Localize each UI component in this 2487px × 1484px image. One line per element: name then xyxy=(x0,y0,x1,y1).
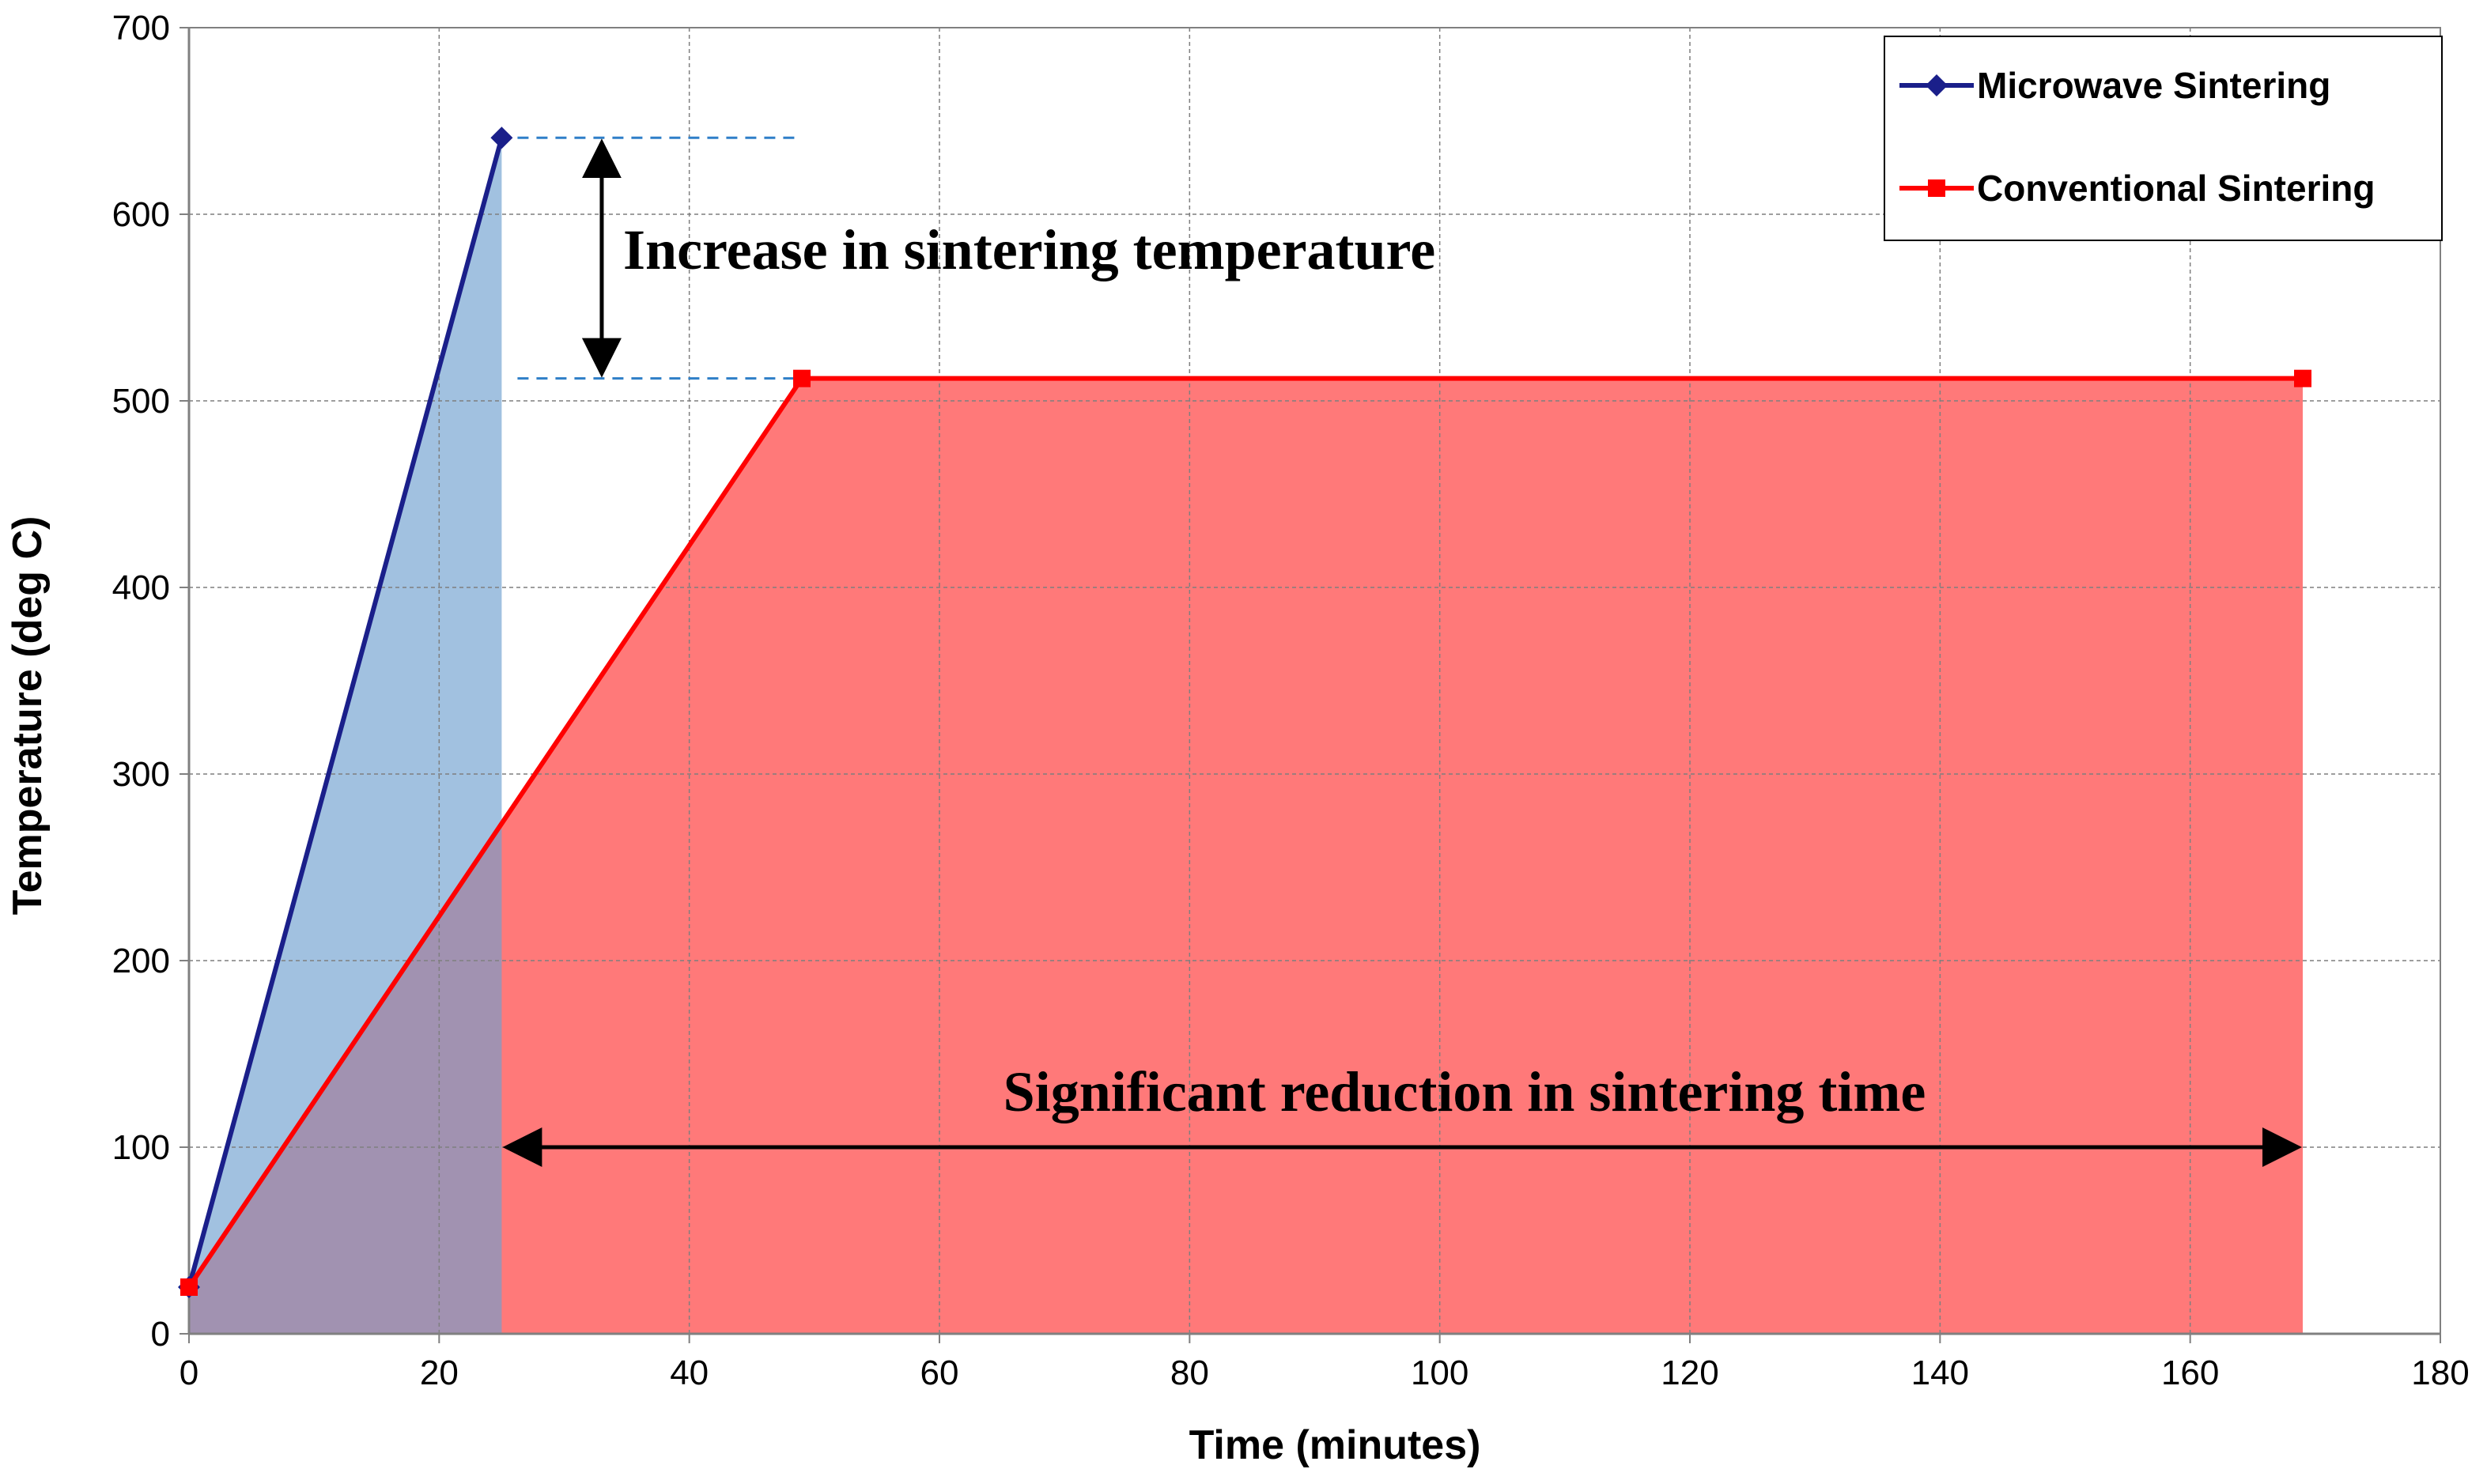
y-tick-label-600: 600 xyxy=(112,195,170,234)
y-tick-label-200: 200 xyxy=(112,942,170,980)
y-tick-label-400: 400 xyxy=(112,568,170,607)
series-fills xyxy=(189,138,2304,1335)
y-tick-label-0: 0 xyxy=(151,1315,170,1354)
legend-box xyxy=(1884,36,2443,241)
x-tick-label-20: 20 xyxy=(420,1354,459,1392)
x-tick-label-60: 60 xyxy=(920,1354,959,1392)
series-line-0 xyxy=(187,137,505,1288)
legend-marker-conventional xyxy=(1928,179,1945,197)
axes xyxy=(180,27,2441,1343)
x-axis-title: Time (minutes) xyxy=(1189,1422,1481,1468)
x-tick-label-40: 40 xyxy=(670,1354,709,1392)
series-1-point-0 xyxy=(180,1278,198,1296)
area-fill-0 xyxy=(189,138,502,1335)
y-tick-label-700: 700 xyxy=(112,9,170,47)
x-tick-label-0: 0 xyxy=(180,1354,198,1392)
legend-label-microwave: Microwave Sintering xyxy=(1977,65,2330,106)
y-tick-label-300: 300 xyxy=(112,755,170,794)
series-0-point-1 xyxy=(490,126,513,149)
annotations: Increase in sintering temperature Signifi… xyxy=(502,138,2303,1167)
time-reduction-label: Significant reduction in sintering time xyxy=(1003,1060,1926,1123)
y-tick-label-100: 100 xyxy=(112,1128,170,1167)
reference-lines xyxy=(517,136,803,380)
legend-label-conventional: Conventional Sintering xyxy=(1977,168,2375,209)
x-tick-label-160: 160 xyxy=(2161,1354,2219,1392)
area-fill-1 xyxy=(189,378,2304,1335)
x-tick-label-180: 180 xyxy=(2411,1354,2469,1392)
y-axis-title: Temperature (deg C) xyxy=(5,516,51,916)
series-1-point-1 xyxy=(793,369,811,387)
y-tick-label-500: 500 xyxy=(112,382,170,421)
series-1-point-2 xyxy=(2294,369,2312,387)
x-tick-label-120: 120 xyxy=(1661,1354,1718,1392)
temperature-increase-label: Increase in sintering temperature xyxy=(623,218,1435,281)
y-tick-labels: 0 100 200 300 400 500 600 700 xyxy=(112,9,170,1354)
legend: Microwave Sintering Conventional Sinteri… xyxy=(1884,36,2443,241)
legend-marker-microwave xyxy=(1926,74,1948,96)
x-tick-labels: 0 20 40 60 80 100 120 140 160 180 xyxy=(180,1354,2470,1392)
x-tick-label-100: 100 xyxy=(1411,1354,1468,1392)
x-tick-label-140: 140 xyxy=(1911,1354,1969,1392)
series-markers xyxy=(178,126,2312,1298)
x-tick-label-80: 80 xyxy=(1170,1354,1209,1392)
